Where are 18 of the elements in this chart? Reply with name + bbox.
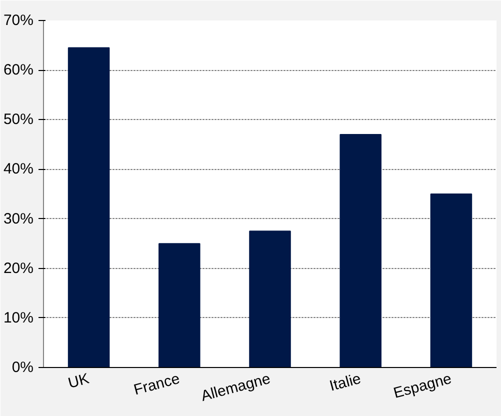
x-tick-label: France	[132, 370, 182, 399]
y-tick-label: 70%	[3, 12, 34, 29]
y-tick-label: 30%	[3, 210, 34, 228]
bar	[430, 194, 472, 368]
y-tick-label: 0%	[12, 359, 34, 376]
x-tick-label: UK	[66, 370, 91, 392]
bar	[158, 243, 200, 368]
bar	[249, 230, 291, 368]
x-tick-label: Espagne	[392, 370, 454, 402]
bar	[68, 47, 110, 368]
y-tick-label: 10%	[3, 309, 34, 326]
x-tick-label: Italie	[328, 370, 363, 395]
y-tick-label: 50%	[3, 111, 34, 128]
y-tick-label: 40%	[3, 160, 34, 178]
y-tick-label: 60%	[3, 62, 34, 79]
bar	[340, 134, 382, 368]
y-tick-label: 20%	[3, 260, 34, 277]
x-tick-label: Allemagne	[199, 370, 272, 405]
